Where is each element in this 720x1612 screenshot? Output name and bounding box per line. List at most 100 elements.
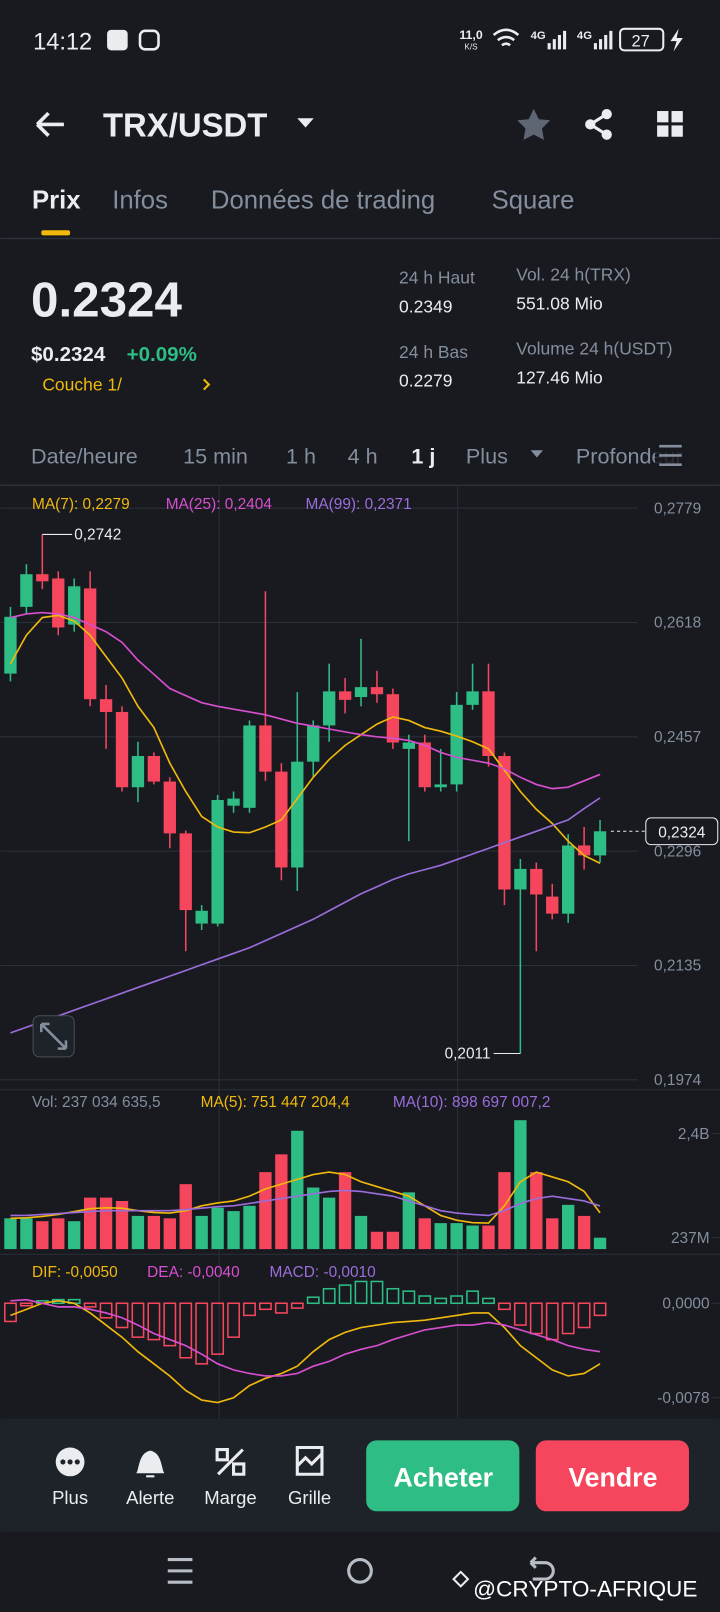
tab-indicator bbox=[41, 230, 71, 236]
candle-body bbox=[386, 694, 400, 743]
fullscreen-button[interactable] bbox=[32, 1015, 75, 1058]
y-tick-label: 2,4B bbox=[678, 1126, 710, 1143]
candle-body bbox=[99, 699, 113, 712]
nav-back[interactable] bbox=[529, 1556, 555, 1581]
buy-label[interactable]: Acheter bbox=[394, 1463, 494, 1493]
volume-bar bbox=[593, 1237, 607, 1250]
volume-bar bbox=[163, 1218, 176, 1250]
y-tick-label: 0,2296 bbox=[654, 843, 701, 860]
interval[interactable]: Date/heure bbox=[31, 444, 138, 469]
net-speed: 11,0 bbox=[459, 28, 482, 42]
share-button[interactable] bbox=[585, 108, 612, 140]
layer-arrow bbox=[203, 378, 211, 391]
legend: MA(10): 898 697 007,2 bbox=[393, 1094, 551, 1111]
grid-icon[interactable] bbox=[295, 1445, 324, 1476]
margin-icon[interactable] bbox=[215, 1448, 246, 1476]
toolbar-label[interactable]: Marge bbox=[204, 1487, 256, 1508]
interval[interactable]: 1 h bbox=[286, 444, 316, 469]
tab[interactable]: Prix bbox=[32, 187, 81, 215]
macd-bar bbox=[322, 1287, 336, 1305]
macd-bar bbox=[243, 1302, 256, 1317]
candle-body bbox=[562, 845, 575, 914]
settings-icon[interactable] bbox=[659, 444, 682, 466]
macd-bar bbox=[482, 1297, 495, 1305]
interval[interactable]: Plus bbox=[466, 444, 508, 469]
back-button[interactable] bbox=[35, 111, 64, 137]
volume-bar bbox=[20, 1218, 33, 1250]
sell-label[interactable]: Vendre bbox=[568, 1463, 657, 1493]
ma-line bbox=[10, 1189, 601, 1217]
volume-bar bbox=[36, 1221, 49, 1250]
legend: MA(7): 0,2279 bbox=[32, 496, 130, 513]
favorite-button[interactable] bbox=[517, 108, 551, 140]
watermark-logo bbox=[452, 1570, 470, 1588]
macd-bar bbox=[593, 1302, 607, 1317]
nav-menu[interactable] bbox=[167, 1558, 193, 1584]
y-tick-label: 0,0000 bbox=[662, 1295, 709, 1312]
candle-body bbox=[498, 755, 511, 890]
volume-bar bbox=[370, 1231, 384, 1250]
volume-bar bbox=[195, 1215, 208, 1250]
interval[interactable]: 15 min bbox=[183, 444, 248, 469]
tab[interactable]: Données de trading bbox=[211, 187, 435, 215]
candle-body bbox=[307, 725, 320, 762]
volume-bar bbox=[418, 1218, 431, 1250]
net-speed-unit: K/S bbox=[464, 42, 478, 51]
volume-bar bbox=[99, 1197, 113, 1250]
toolbar-label[interactable]: Grille bbox=[288, 1487, 331, 1508]
legend: MA(99): 0,2371 bbox=[306, 496, 412, 513]
candle-body bbox=[163, 781, 176, 834]
candle-body bbox=[514, 868, 527, 890]
candle-body bbox=[466, 691, 479, 705]
candle-body bbox=[68, 586, 81, 625]
layer-tag[interactable]: Couche 1/ bbox=[42, 375, 122, 395]
toolbar-label[interactable]: Plus bbox=[52, 1487, 88, 1508]
sell-button[interactable] bbox=[535, 1440, 689, 1512]
volume-bar bbox=[131, 1215, 145, 1250]
volume-bar bbox=[386, 1231, 400, 1250]
low-label: 0,2011 bbox=[445, 1046, 491, 1063]
candle-body bbox=[370, 687, 384, 695]
ma-line bbox=[10, 1298, 601, 1377]
legend: MACD: -0,0010 bbox=[270, 1264, 376, 1281]
buy-button[interactable] bbox=[366, 1440, 520, 1512]
network-2: 4G bbox=[577, 30, 592, 42]
candle-body bbox=[83, 588, 97, 700]
last-price: 0.2324 bbox=[31, 273, 182, 328]
candle-body bbox=[52, 578, 65, 628]
candle-body bbox=[243, 725, 256, 808]
candle-body bbox=[4, 616, 17, 674]
stat-label: Volume 24 h(USDT) bbox=[516, 339, 672, 359]
y-tick-label: 0,2618 bbox=[654, 615, 701, 632]
more-caret bbox=[530, 450, 543, 458]
candle-body bbox=[546, 896, 559, 914]
tab[interactable]: Infos bbox=[112, 187, 168, 215]
tab[interactable]: Square bbox=[492, 187, 575, 215]
toolbar-label[interactable]: Alerte bbox=[126, 1487, 174, 1508]
volume-bar bbox=[179, 1184, 192, 1250]
wifi-icon bbox=[492, 28, 520, 47]
current-price-label: 0,2324 bbox=[658, 824, 706, 841]
pair-dropdown[interactable] bbox=[297, 118, 314, 128]
macd-bar bbox=[195, 1302, 209, 1365]
signal-2 bbox=[593, 30, 613, 50]
battery-level: 27 bbox=[632, 32, 650, 50]
volume-bar bbox=[546, 1218, 559, 1250]
y-tick-label: 0,2457 bbox=[654, 729, 701, 746]
y-tick-label: 0,1974 bbox=[654, 1072, 702, 1089]
volume-bar bbox=[402, 1192, 416, 1250]
volume-bar bbox=[275, 1154, 288, 1250]
layout-button[interactable] bbox=[657, 111, 683, 137]
volume-bar bbox=[211, 1207, 224, 1250]
alert-icon[interactable] bbox=[136, 1450, 165, 1478]
volume-bar bbox=[450, 1223, 463, 1250]
pair-title[interactable]: TRX/USDT bbox=[103, 107, 267, 144]
candle-body bbox=[338, 691, 352, 700]
interval[interactable]: 1 j bbox=[411, 444, 435, 469]
nav-home[interactable] bbox=[347, 1558, 373, 1584]
interval[interactable]: 4 h bbox=[348, 444, 378, 469]
macd-bar bbox=[211, 1302, 225, 1355]
